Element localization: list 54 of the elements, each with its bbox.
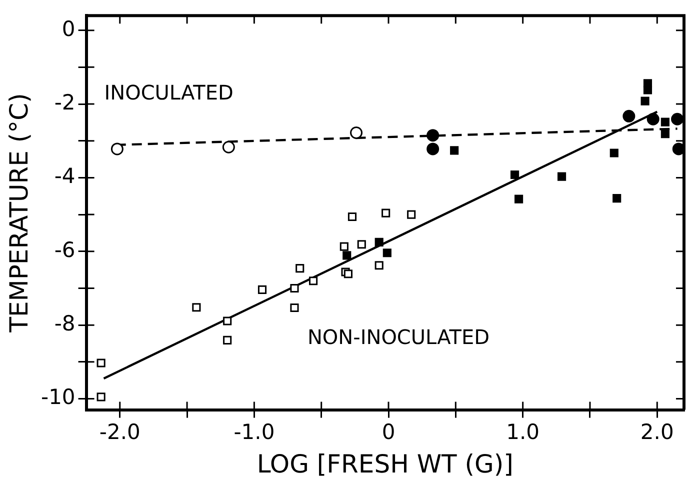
point xyxy=(450,146,459,155)
point xyxy=(622,110,636,122)
y-axis-title: TEMPERATURE (°C) xyxy=(4,93,34,334)
x-tick-label: 1.0 xyxy=(506,420,540,444)
point xyxy=(672,142,684,156)
point xyxy=(660,118,670,126)
point xyxy=(222,140,235,154)
point xyxy=(557,172,566,181)
x-tick-label: -1.0 xyxy=(234,420,275,444)
point xyxy=(296,264,304,273)
point xyxy=(258,285,267,294)
point xyxy=(426,129,440,142)
point xyxy=(514,194,524,204)
point xyxy=(223,336,232,344)
y-tick-label: -6 xyxy=(54,238,76,262)
y-tick-label: -8 xyxy=(54,312,76,336)
point xyxy=(342,251,352,260)
y-tick-label: -4 xyxy=(54,164,76,188)
y-tick-label: -10 xyxy=(40,385,76,410)
x-axis-title: LOG [FRESH WT (G)] xyxy=(256,450,514,478)
annotation: INOCULATED xyxy=(104,80,234,105)
point xyxy=(374,261,384,270)
y-tick-label: 0 xyxy=(62,16,76,41)
point xyxy=(407,210,416,219)
point xyxy=(646,112,660,126)
point xyxy=(510,170,520,180)
point xyxy=(96,358,106,368)
point xyxy=(110,142,124,156)
point xyxy=(290,303,299,312)
point xyxy=(348,212,357,222)
point xyxy=(660,130,670,138)
point xyxy=(309,276,318,286)
point xyxy=(96,392,106,402)
x-tick-label: -2.0 xyxy=(99,420,140,444)
point xyxy=(357,240,366,249)
point xyxy=(344,270,352,278)
point xyxy=(340,242,348,251)
y-tick-label: -2 xyxy=(54,90,76,114)
point xyxy=(382,248,392,258)
point xyxy=(640,96,650,106)
point xyxy=(350,126,363,140)
point xyxy=(374,238,384,246)
point xyxy=(426,142,440,156)
point xyxy=(192,303,201,312)
point xyxy=(290,284,299,293)
point xyxy=(382,208,390,218)
annotation: NON-INOCULATED xyxy=(307,325,490,350)
point xyxy=(643,86,652,94)
point xyxy=(610,148,618,158)
x-tick-label: 2.0 xyxy=(640,420,674,444)
x-tick-label: 0 xyxy=(382,420,396,444)
point xyxy=(223,316,232,326)
point xyxy=(612,194,622,203)
point xyxy=(671,112,684,126)
